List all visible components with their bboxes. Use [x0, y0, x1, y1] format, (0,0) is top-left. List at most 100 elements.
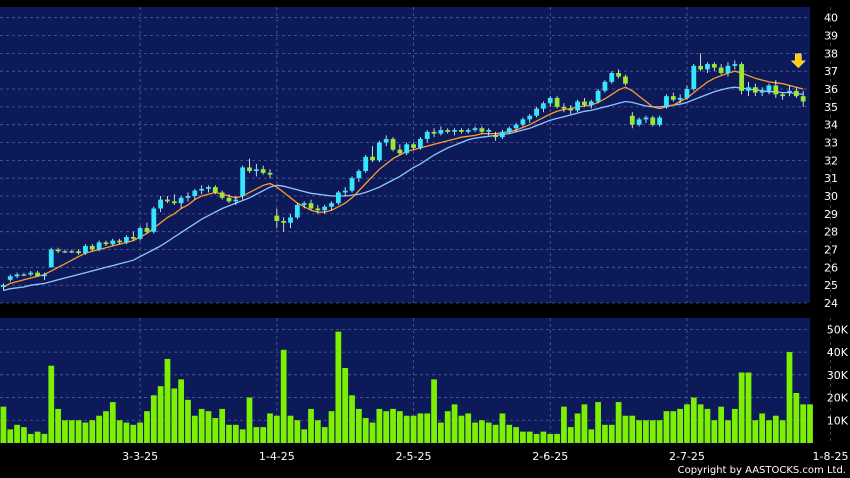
volume-bar — [684, 404, 690, 443]
price-tick-label: 32 — [824, 154, 838, 167]
candle-body — [800, 96, 806, 102]
volume-bar — [219, 408, 226, 443]
candle-body — [670, 96, 676, 100]
volume-tick-label: 30K — [827, 369, 849, 382]
candle-body — [192, 190, 198, 197]
candle-body — [83, 245, 88, 254]
candle-body — [329, 203, 334, 207]
price-tick-label: 39 — [824, 30, 838, 43]
candle-body — [356, 171, 362, 179]
volume-bar — [14, 424, 20, 443]
volume-bar — [273, 415, 280, 443]
volume-bar — [226, 424, 232, 443]
volume-bar — [643, 420, 649, 443]
candle-body — [588, 101, 594, 106]
candle-body — [677, 97, 683, 100]
volume-bar — [144, 411, 150, 443]
volume-bar — [800, 404, 807, 443]
candle-body — [288, 217, 293, 223]
volume-bar — [103, 411, 109, 443]
candle-body — [69, 251, 75, 253]
candle-body — [42, 274, 47, 277]
volume-bar — [622, 415, 629, 443]
volume-bar — [677, 408, 683, 443]
volume-bar — [232, 424, 239, 443]
candle-body — [294, 204, 300, 218]
candle-body — [643, 117, 649, 120]
volume-bar — [608, 424, 615, 443]
candle-body — [438, 130, 444, 134]
volume-bar — [520, 431, 526, 443]
moving-averages — [3, 70, 804, 292]
down-arrow-shape — [790, 53, 806, 69]
volume-tick-label: 40K — [827, 346, 849, 359]
candle-body — [233, 199, 239, 202]
volume-bar — [48, 365, 55, 443]
volume-bar — [27, 433, 34, 443]
volume-bar — [109, 402, 116, 443]
volume-bar — [0, 406, 7, 443]
candle-body — [623, 76, 628, 84]
volume-bar — [130, 424, 137, 443]
candle-body — [383, 138, 389, 143]
candle-body — [48, 249, 54, 268]
volume-bar — [731, 408, 738, 443]
volume-bar — [636, 420, 642, 443]
volume-bars — [0, 331, 813, 443]
candle-body — [376, 142, 382, 161]
volume-bar — [766, 420, 772, 443]
volume-bar — [137, 422, 143, 443]
candle-body — [110, 240, 116, 245]
volume-bar — [417, 413, 424, 443]
candle-body — [506, 128, 512, 132]
candle-body — [397, 149, 403, 154]
volume-bar — [759, 413, 766, 443]
candle-body — [199, 188, 205, 191]
price-tick-label: 30 — [824, 190, 838, 203]
candle-body — [616, 72, 621, 77]
volume-bar — [205, 411, 212, 443]
candle-body — [568, 108, 574, 111]
volume-bar — [479, 420, 485, 443]
date-tick-label: 2-5-25 — [396, 450, 432, 463]
candle-body — [486, 130, 492, 132]
candle-body — [390, 138, 396, 150]
volume-bar — [157, 386, 164, 443]
candle-body — [595, 90, 601, 102]
volume-tick-label: 20K — [827, 392, 849, 405]
volume-bar — [239, 429, 246, 443]
volume-bar — [212, 418, 219, 443]
candle-body — [759, 90, 765, 93]
volume-bar — [89, 420, 96, 443]
ma-short-line — [3, 70, 804, 288]
copyright-text: Copyright by AASTOCKS.com Ltd. — [677, 465, 846, 476]
candle-body — [219, 192, 225, 198]
price-tick-label: 31 — [824, 172, 838, 185]
volume-bar — [308, 408, 314, 443]
volume-axis: 10K 20K 30K 40K 50K — [827, 323, 849, 427]
volume-bar — [663, 411, 670, 443]
volume-bar — [697, 404, 704, 443]
candle-body — [780, 94, 786, 97]
volume-bar — [355, 408, 362, 443]
candle-body — [137, 228, 143, 239]
candle-body — [711, 64, 717, 68]
candle-body — [335, 192, 341, 204]
volume-bar — [588, 429, 595, 443]
volume-bar — [267, 413, 273, 443]
volume-bar — [492, 424, 499, 443]
candle-body — [752, 87, 758, 93]
volume-bar — [485, 422, 492, 443]
candle-body — [684, 89, 690, 98]
candle-body — [144, 228, 150, 232]
candle-body — [171, 201, 177, 204]
volume-bar — [540, 431, 547, 443]
candle-body — [301, 203, 307, 205]
candle-body — [629, 115, 635, 125]
volume-bar — [561, 406, 567, 443]
candle-body — [705, 64, 710, 70]
candle-body — [602, 81, 608, 91]
volume-tick-label: 10K — [827, 414, 849, 427]
volume-bar — [615, 402, 622, 443]
